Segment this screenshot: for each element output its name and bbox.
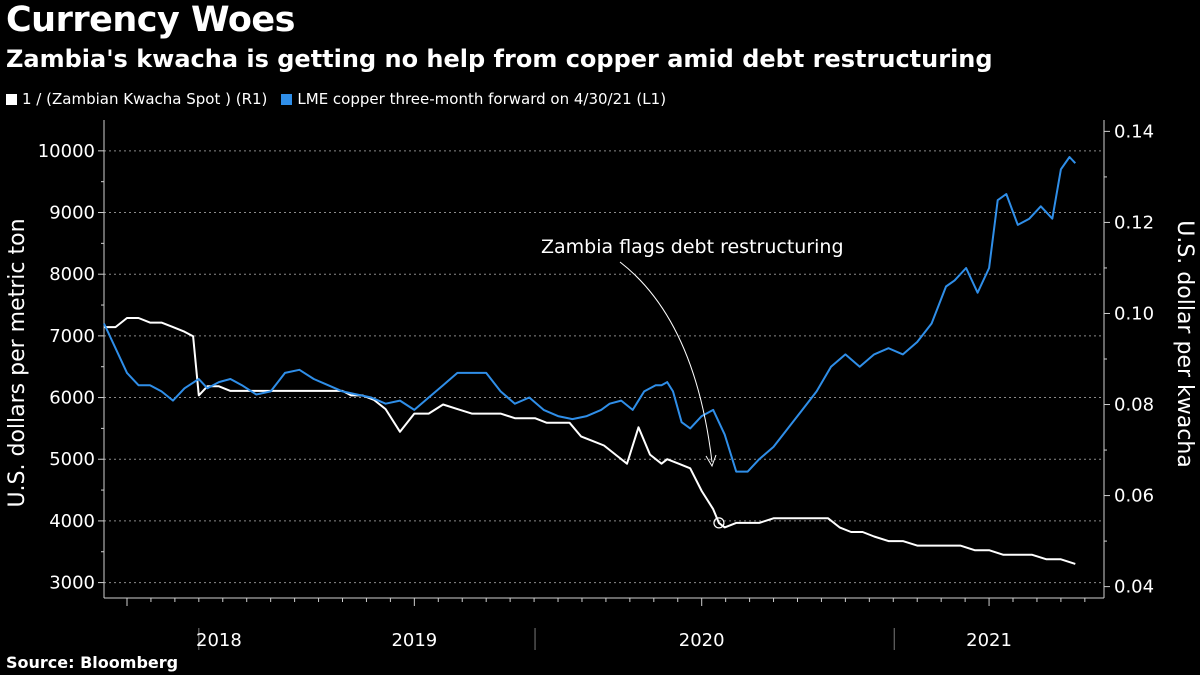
right-tick-label-4: 0.12 xyxy=(1114,212,1154,233)
legend-swatch-kwacha xyxy=(6,93,17,105)
left-tick-label-5000: 5000 xyxy=(49,449,95,470)
annotation-layer: Zambia flags debt restructuring xyxy=(541,236,844,529)
plot-frame xyxy=(104,120,1104,598)
source-note: Source: Bloomberg xyxy=(6,653,179,672)
legend-swatch-copper xyxy=(281,93,293,105)
legend: 1 / (Zambian Kwacha Spot ) (R1) LME copp… xyxy=(6,90,680,108)
right-tick-label-5: 0.14 xyxy=(1114,121,1154,142)
left-tick-label-4000: 4000 xyxy=(49,511,95,532)
left-tick-label-3000: 3000 xyxy=(49,573,95,594)
series-line-kwacha xyxy=(104,317,1076,565)
right-tick-label-1: 0.06 xyxy=(1114,486,1154,507)
y-axis-label-right: U.S. dollar per kwacha xyxy=(1172,220,1197,468)
y-axis-label-left: U.S. dollars per metric ton xyxy=(5,218,30,507)
right-tick-label-2: 0.08 xyxy=(1114,395,1154,416)
gridlines xyxy=(104,150,1104,584)
year-label-2019: 2019 xyxy=(391,630,437,651)
left-tick-label-10000: 10000 xyxy=(38,141,95,162)
legend-label-kwacha: 1 / (Zambian Kwacha Spot ) (R1) xyxy=(22,90,268,108)
year-label-2021: 2021 xyxy=(966,630,1012,651)
left-tick-label-6000: 6000 xyxy=(49,388,95,409)
left-tick-label-9000: 9000 xyxy=(49,203,95,224)
series-layer xyxy=(103,156,1077,565)
legend-item-kwacha: 1 / (Zambian Kwacha Spot ) (R1) xyxy=(6,90,267,108)
annotation-arrowhead xyxy=(705,454,717,468)
annotation-label: Zambia flags debt restructuring xyxy=(541,236,844,258)
left-tick-label-7000: 7000 xyxy=(49,326,95,347)
chart-title: Currency Woes xyxy=(6,0,296,40)
series-line-copper xyxy=(103,156,1077,473)
legend-item-copper: LME copper three-month forward on 4/30/2… xyxy=(281,90,666,108)
right-tick-label-0: 0.04 xyxy=(1114,577,1154,598)
left-tick-label-8000: 8000 xyxy=(49,264,95,285)
right-tick-label-3: 0.10 xyxy=(1114,303,1154,324)
legend-label-copper: LME copper three-month forward on 4/30/2… xyxy=(297,90,667,108)
annotation-marker xyxy=(713,517,725,529)
chart-subtitle: Zambia's kwacha is getting no help from … xyxy=(6,45,993,73)
axes: 3000 4000 5000 6000 7000 8000 9000 10000 0.04 0.0… xyxy=(38,120,1154,651)
year-label-2018: 2018 xyxy=(196,630,242,651)
year-label-2020: 2020 xyxy=(679,630,725,651)
annotation-arrow xyxy=(619,261,713,463)
